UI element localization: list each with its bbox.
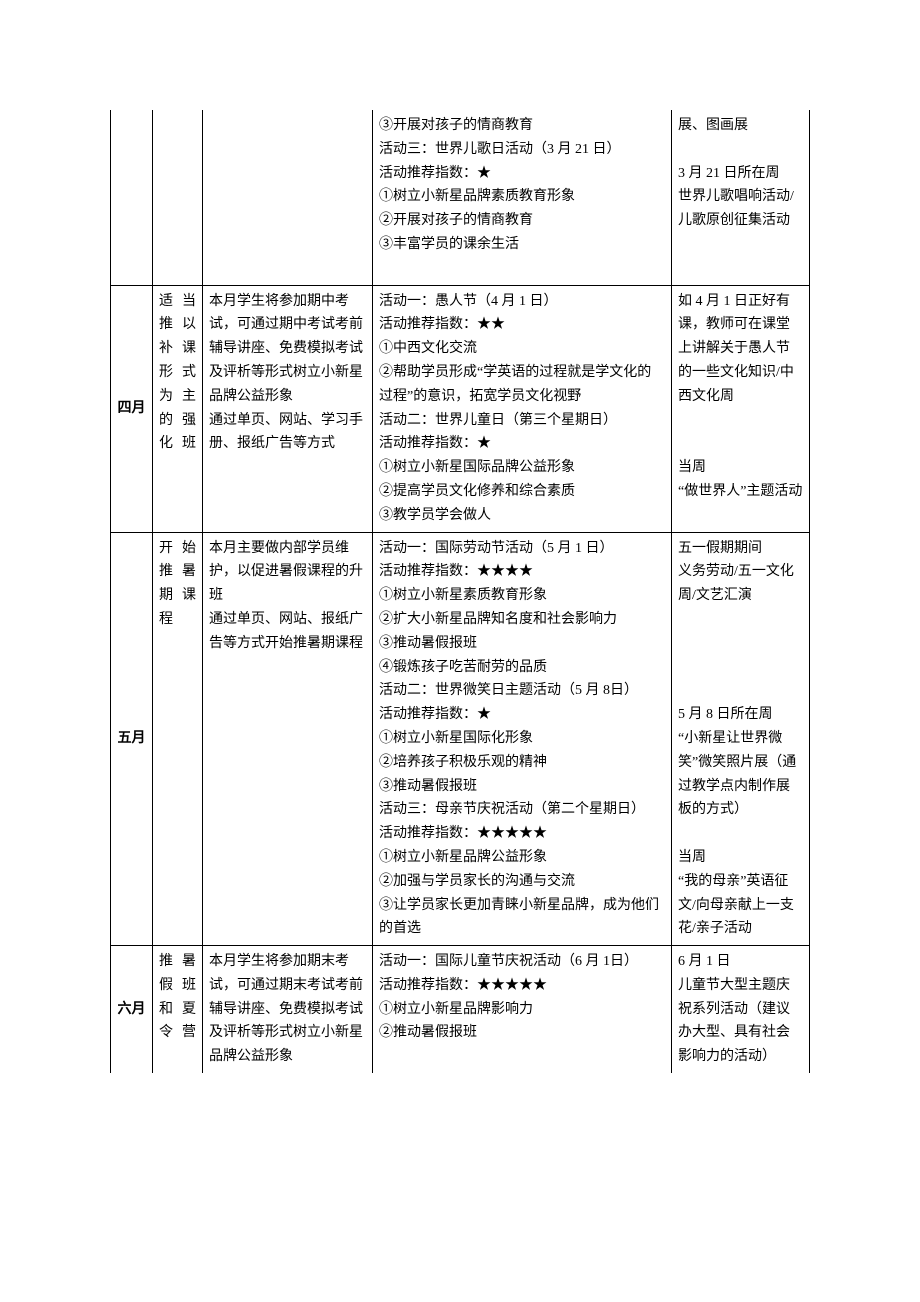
cell-col2: 开始推暑期课程 bbox=[153, 532, 203, 946]
month-cell: 四月 bbox=[111, 285, 153, 532]
cell-col4: 活动一：国际儿童节庆祝活动（6 月 1日）活动推荐指数：★★★★★①树立小新星品… bbox=[373, 946, 672, 1073]
cell-col4: 活动一：愚人节（4 月 1 日）活动推荐指数：★★①中西文化交流②帮助学员形成“… bbox=[373, 285, 672, 532]
cell-col2: 推暑假班和夏令营 bbox=[153, 946, 203, 1073]
cell-col5: 展、图画展3 月 21 日所在周世界儿歌唱响活动/ 儿歌原创征集活动 bbox=[672, 110, 810, 285]
cell-col3: 本月学生将参加期末考试，可通过期末考试考前辅导讲座、免费模拟考试及评析等形式树立… bbox=[203, 946, 373, 1073]
table-row: 五月 开始推暑期课程 本月主要做内部学员维护，以促进暑假课程的升班通过单页、网站… bbox=[111, 532, 810, 946]
month-cell: 五月 bbox=[111, 532, 153, 946]
cell-col5: 6 月 1 日儿童节大型主题庆祝系列活动（建议办大型、具有社会影响力的活动） bbox=[672, 946, 810, 1073]
table-row: 六月 推暑假班和夏令营 本月学生将参加期末考试，可通过期末考试考前辅导讲座、免费… bbox=[111, 946, 810, 1073]
cell-col3: 本月主要做内部学员维护，以促进暑假课程的升班通过单页、网站、报纸广告等方式开始推… bbox=[203, 532, 373, 946]
cell-col5: 如 4 月 1 日正好有课，教师可在课堂上讲解关于愚人节的一些文化知识/中西文化… bbox=[672, 285, 810, 532]
table-row: 四月 适当推以补课形式为主的强化班 本月学生将参加期中考试，可通过期中考试考前辅… bbox=[111, 285, 810, 532]
month-cell bbox=[111, 110, 153, 285]
cell-col3: 本月学生将参加期中考试，可通过期中考试考前辅导讲座、免费模拟考试及评析等形式树立… bbox=[203, 285, 373, 532]
page: ③开展对孩子的情商教育活动三：世界儿歌日活动（3 月 21 日）活动推荐指数：★… bbox=[0, 0, 920, 1113]
cell-col2 bbox=[153, 110, 203, 285]
cell-col5: 五一假期期间义务劳动/五一文化周/文艺汇演5 月 8 日所在周“小新星让世界微笑… bbox=[672, 532, 810, 946]
cell-col2: 适当推以补课形式为主的强化班 bbox=[153, 285, 203, 532]
schedule-table: ③开展对孩子的情商教育活动三：世界儿歌日活动（3 月 21 日）活动推荐指数：★… bbox=[110, 110, 810, 1073]
table-row: ③开展对孩子的情商教育活动三：世界儿歌日活动（3 月 21 日）活动推荐指数：★… bbox=[111, 110, 810, 285]
cell-col4: ③开展对孩子的情商教育活动三：世界儿歌日活动（3 月 21 日）活动推荐指数：★… bbox=[373, 110, 672, 285]
cell-col3 bbox=[203, 110, 373, 285]
cell-col4: 活动一：国际劳动节活动（5 月 1 日）活动推荐指数：★★★★①树立小新星素质教… bbox=[373, 532, 672, 946]
month-cell: 六月 bbox=[111, 946, 153, 1073]
